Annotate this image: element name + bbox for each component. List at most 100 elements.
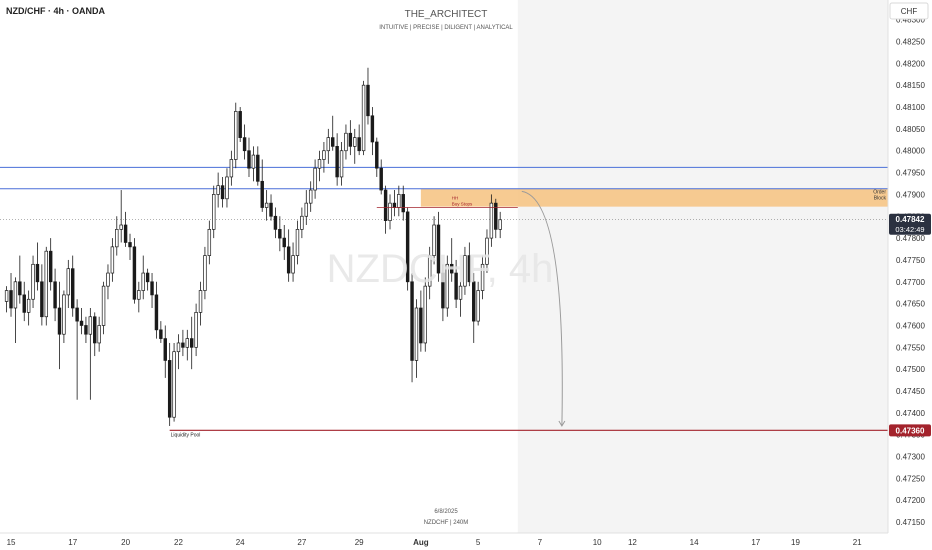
price-tick-label: 0.47300 bbox=[896, 453, 925, 462]
candle bbox=[308, 181, 313, 212]
candle-body bbox=[176, 342, 181, 353]
price-tick-label: 0.47950 bbox=[896, 169, 925, 178]
candle-body bbox=[242, 137, 247, 152]
candle bbox=[410, 273, 414, 383]
candle bbox=[216, 172, 220, 208]
candle bbox=[66, 259, 71, 309]
time-tick-label: 7 bbox=[538, 538, 543, 547]
time-tick-label: 17 bbox=[751, 538, 760, 547]
candle bbox=[445, 255, 450, 317]
candle bbox=[62, 290, 66, 343]
projection-arrowhead bbox=[558, 420, 566, 427]
candle-body bbox=[467, 255, 472, 283]
current-price-value: 0.47842 bbox=[896, 215, 925, 224]
candle bbox=[317, 150, 322, 182]
candle-body bbox=[441, 272, 445, 309]
time-tick-label: 12 bbox=[628, 538, 637, 547]
candle bbox=[40, 264, 44, 326]
time-tick-label: 29 bbox=[355, 538, 364, 547]
candle-body bbox=[4, 290, 9, 302]
candle bbox=[366, 67, 370, 125]
candle-body bbox=[313, 167, 317, 191]
candle bbox=[480, 255, 485, 300]
candle-body bbox=[432, 224, 436, 256]
time-tick-label: 27 bbox=[297, 538, 306, 547]
time-tick-label: 10 bbox=[593, 538, 602, 547]
time-tick-label: 24 bbox=[236, 538, 245, 547]
candle bbox=[405, 207, 410, 291]
candle-body bbox=[419, 307, 423, 344]
candle bbox=[172, 342, 176, 422]
candle bbox=[353, 128, 357, 164]
candle bbox=[128, 233, 132, 260]
candle-body bbox=[260, 180, 264, 208]
candle-body bbox=[163, 338, 167, 361]
candle-body bbox=[88, 316, 93, 335]
candle-body bbox=[472, 281, 476, 322]
candle bbox=[463, 246, 467, 295]
price-axis[interactable]: 0.48300 0.48250 0.48200 0.48150 0.48100 0.480… bbox=[887, 0, 932, 550]
candle bbox=[234, 102, 238, 169]
candle-body bbox=[291, 255, 295, 274]
candle bbox=[256, 146, 260, 186]
candle bbox=[313, 159, 317, 199]
symbol-label[interactable]: NZD/CHF · 4h · OANDA bbox=[6, 6, 105, 16]
watermark: NZDCHF, 4h bbox=[327, 247, 554, 291]
candle-body bbox=[366, 84, 370, 117]
candle bbox=[145, 268, 150, 291]
candle-body bbox=[48, 250, 53, 283]
candle-body bbox=[436, 224, 441, 274]
candle-body bbox=[494, 202, 498, 230]
candles bbox=[4, 67, 502, 426]
candle-body bbox=[269, 202, 273, 217]
time-axis[interactable]: 15 17 20 22 24 27 29 Aug 5 7 10 12 14 17 19 21 bbox=[0, 532, 932, 550]
price-tick-label: 0.48100 bbox=[896, 103, 925, 112]
candle-body bbox=[401, 194, 405, 213]
candle bbox=[427, 246, 432, 300]
candle bbox=[194, 303, 198, 357]
liquidity-pool-label: Liquidity Pool bbox=[171, 432, 201, 438]
candle bbox=[181, 329, 185, 357]
author-tagline: INTUITIVE | PRECISE | DILIGENT | ANALYTI… bbox=[379, 25, 513, 31]
candle-body bbox=[75, 307, 79, 322]
candle bbox=[97, 316, 101, 352]
candle bbox=[494, 198, 498, 239]
currency-button[interactable]: CHF bbox=[889, 2, 929, 20]
candle bbox=[247, 137, 251, 177]
candle-body bbox=[128, 242, 132, 248]
price-axis-bg bbox=[888, 0, 932, 550]
candle bbox=[26, 290, 31, 326]
price-tick-label: 0.48050 bbox=[896, 125, 925, 134]
candle bbox=[291, 242, 295, 282]
time-tick-label: 14 bbox=[690, 538, 699, 547]
candle bbox=[304, 190, 308, 225]
candle bbox=[84, 316, 88, 343]
candle-body bbox=[154, 294, 159, 331]
candle-body bbox=[485, 237, 489, 265]
candle bbox=[339, 141, 344, 186]
candle bbox=[383, 185, 388, 234]
order-block-label: Block bbox=[874, 196, 887, 202]
candle bbox=[361, 80, 366, 156]
buy-stops-label: Buy Stops bbox=[452, 202, 473, 207]
candle-body bbox=[498, 219, 502, 230]
candle bbox=[4, 286, 9, 313]
price-tick-label: 0.48150 bbox=[896, 81, 925, 90]
candle bbox=[498, 211, 502, 239]
price-tick-label: 0.47200 bbox=[896, 496, 925, 505]
author-title: THE_ARCHITECT bbox=[405, 9, 488, 20]
candle bbox=[282, 224, 286, 260]
candle bbox=[163, 325, 167, 378]
candle-body bbox=[379, 167, 383, 191]
candle-body bbox=[145, 272, 150, 283]
candle-body bbox=[423, 285, 427, 344]
price-tick-label: 0.47600 bbox=[896, 321, 925, 330]
candle-body bbox=[322, 150, 326, 160]
candle bbox=[467, 242, 472, 287]
candle bbox=[13, 277, 18, 343]
candle bbox=[185, 329, 190, 361]
candle bbox=[150, 273, 154, 309]
candle bbox=[189, 316, 194, 370]
candle-body bbox=[84, 325, 88, 335]
